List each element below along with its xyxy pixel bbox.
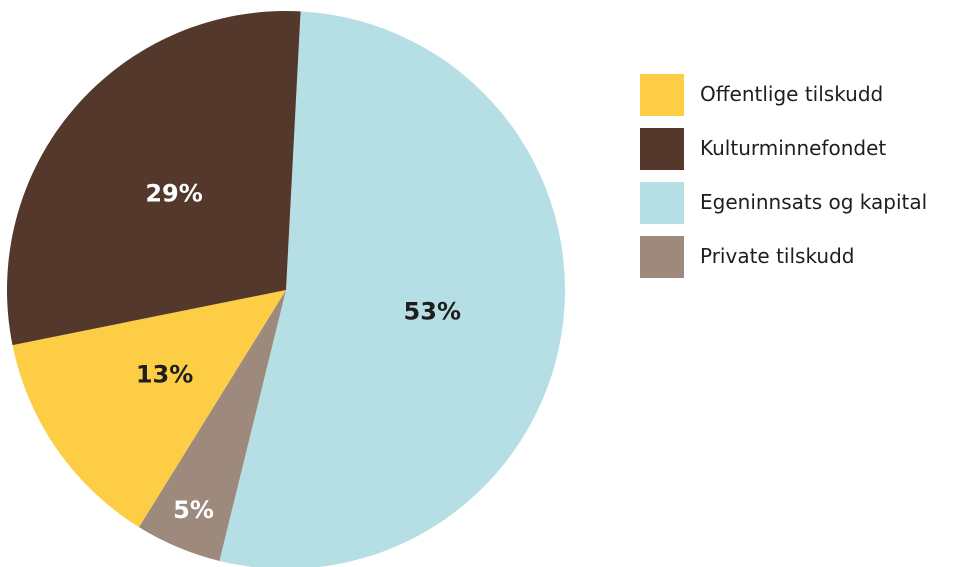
pie-value-label-private-tilskudd: 5% — [173, 496, 214, 524]
legend-swatch — [640, 236, 684, 278]
legend-item-offentlige-tilskudd: Offentlige tilskudd — [640, 74, 960, 116]
legend-item-kulturminnefondet: Kulturminnefondet — [640, 128, 960, 170]
legend-swatch — [640, 74, 684, 116]
legend-swatch — [640, 182, 684, 224]
legend-label: Egeninnsats og kapital — [700, 190, 928, 214]
legend-swatch — [640, 128, 684, 170]
pie-chart: 53% 5% 13% 29% — [7, 11, 565, 567]
pie-value-label-egeninnsats-og-kapital: 53% — [404, 298, 461, 326]
pie-value-label-offentlige-tilskudd: 13% — [136, 360, 193, 388]
legend-item-egeninnsats-og-kapital: Egeninnsats og kapital — [640, 182, 960, 224]
pie-value-label-kulturminnefondet: 29% — [145, 179, 202, 207]
pie-slice-egeninnsats-og-kapital — [219, 11, 565, 567]
legend: Offentlige tilskudd Kulturminnefondet Eg… — [640, 74, 960, 290]
pie-slices — [7, 11, 565, 567]
legend-label: Offentlige tilskudd — [700, 82, 884, 106]
pie-slice-offentlige-tilskudd — [12, 290, 287, 528]
legend-item-private-tilskudd: Private tilskudd — [640, 236, 960, 278]
legend-label: Kulturminnefondet — [700, 136, 887, 160]
pie-slice-private-tilskudd — [138, 290, 286, 561]
legend-label: Private tilskudd — [700, 244, 855, 268]
pie-value-labels: 53% 5% 13% 29% — [136, 179, 461, 524]
pie-slice-kulturminnefondet — [7, 11, 301, 346]
